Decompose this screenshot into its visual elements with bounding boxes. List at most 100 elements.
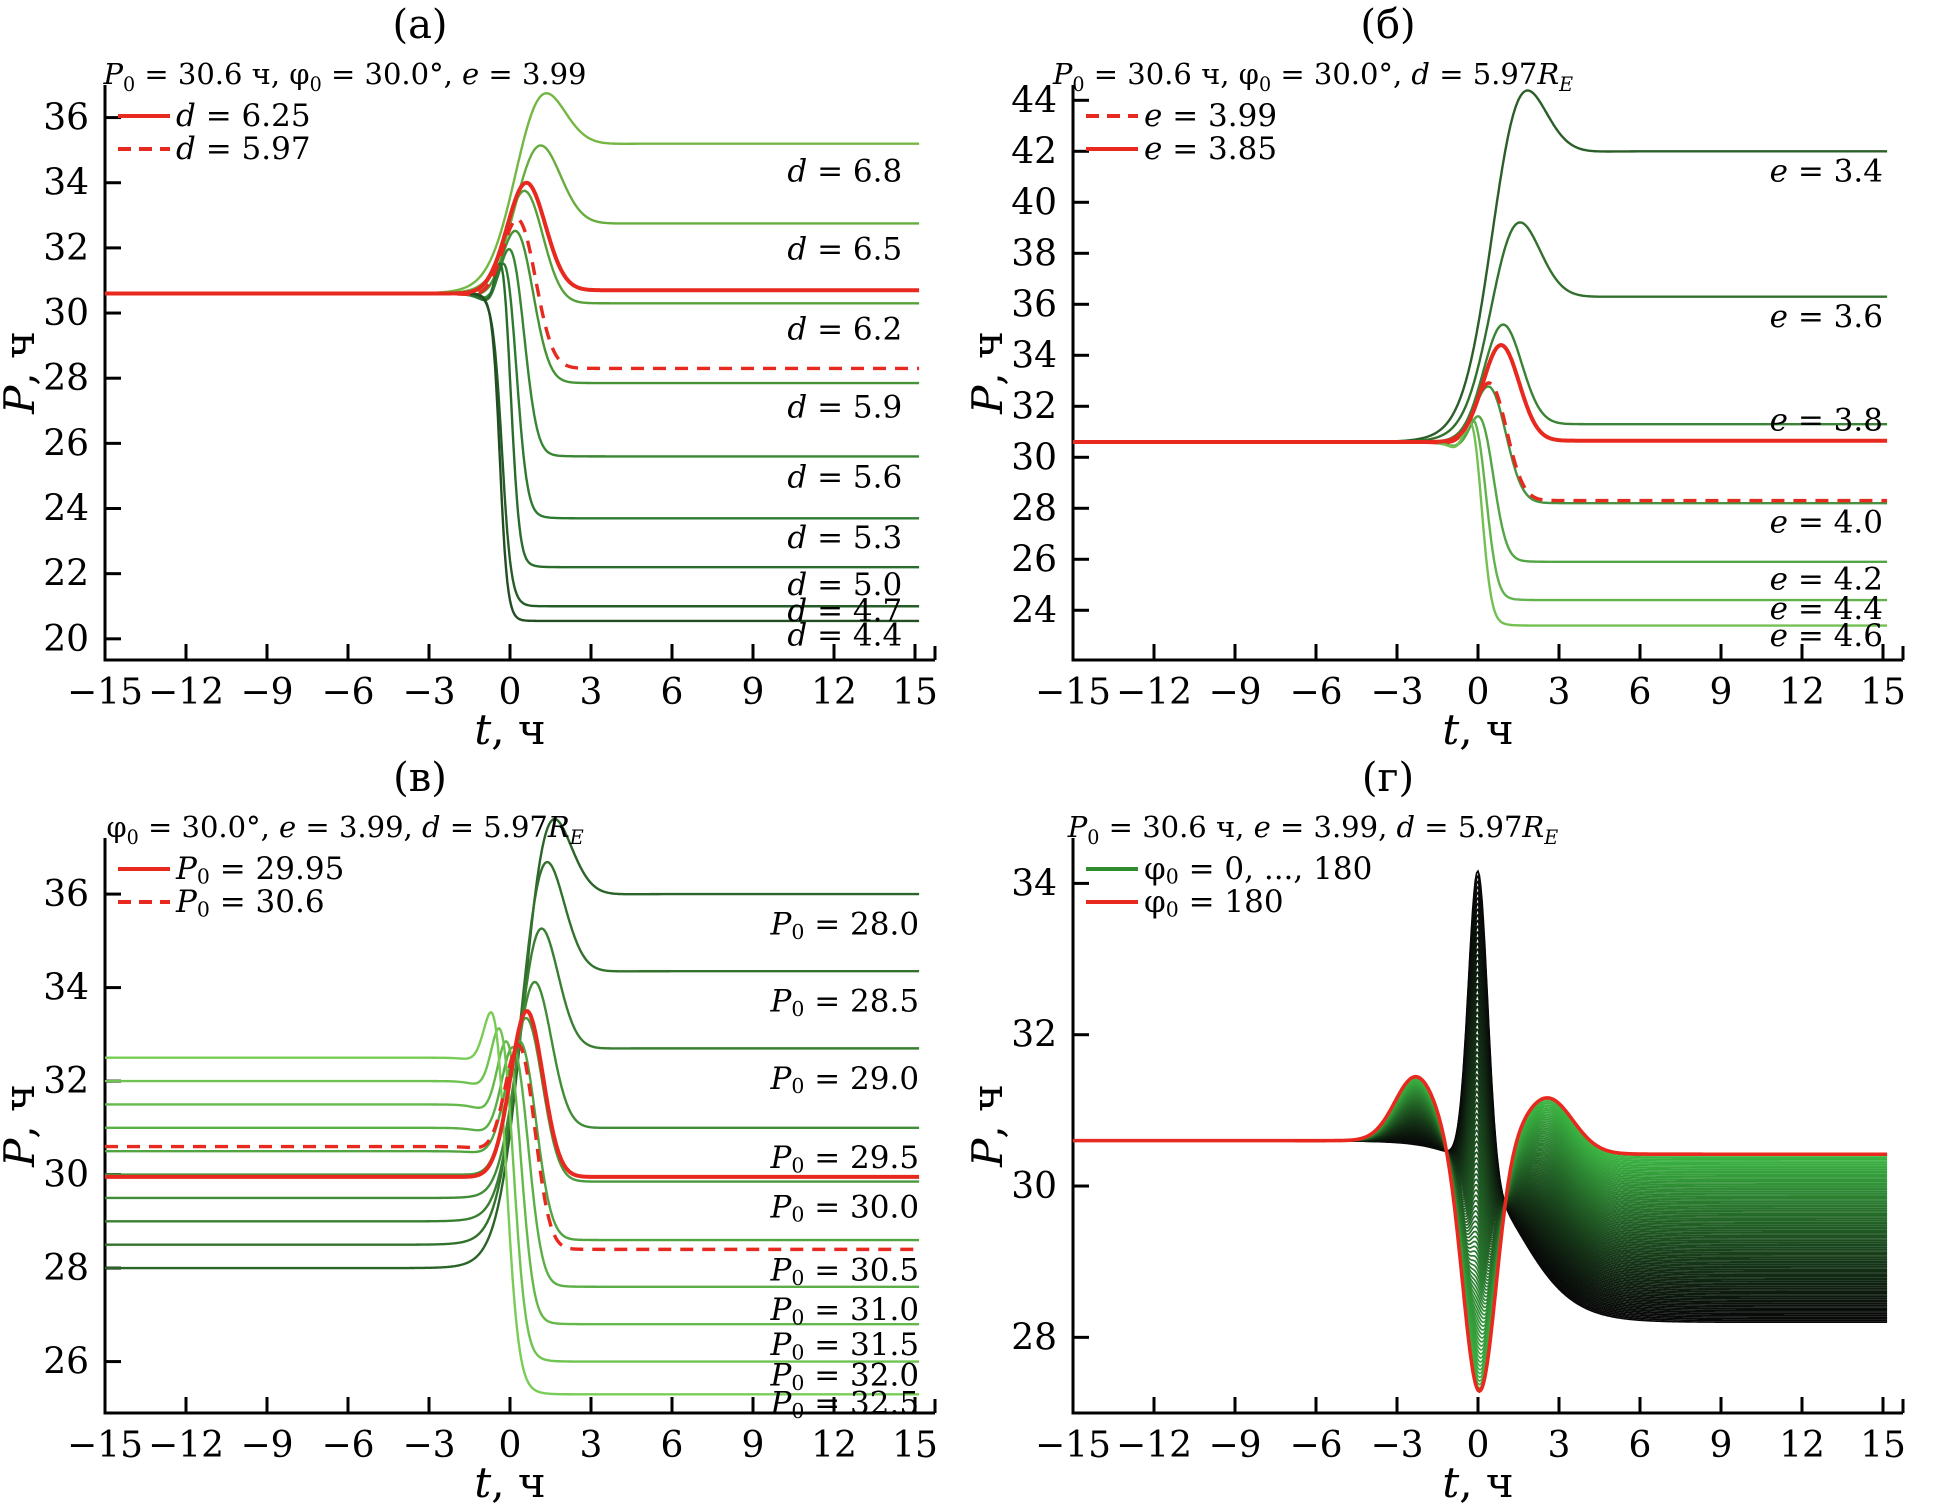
curve-label: P0 = 32.5 xyxy=(770,1386,920,1423)
curve-label: d = 5.0 xyxy=(787,567,902,603)
x-tick-label: 6 xyxy=(661,672,684,713)
y-tick-label: 26 xyxy=(43,423,89,464)
x-tick-label: −3 xyxy=(1370,1425,1423,1466)
curve-label: d = 4.7 xyxy=(787,593,902,629)
x-tick-label: 6 xyxy=(1629,1425,1652,1466)
curve-label: d = 5.9 xyxy=(787,390,902,426)
x-tick-label: −9 xyxy=(1208,1425,1261,1466)
legend-label: e = 3.85 xyxy=(1144,131,1277,167)
x-tick-label: 15 xyxy=(1860,1425,1906,1466)
panel-letter: (а) xyxy=(392,2,447,48)
y-tick-label: 34 xyxy=(1011,863,1057,904)
y-tick-label: 34 xyxy=(1011,335,1057,376)
curve-label: P0 = 31.0 xyxy=(770,1292,920,1329)
curve-label: d = 6.2 xyxy=(787,311,902,347)
x-tick-label: −6 xyxy=(321,1425,374,1466)
y-tick-label: 26 xyxy=(43,1341,89,1382)
x-axis-label: t, ч xyxy=(1442,705,1513,752)
y-axis-label: P, ч xyxy=(0,1084,44,1168)
y-tick-label: 20 xyxy=(43,618,89,659)
x-tick-label: 12 xyxy=(1779,672,1825,713)
x-tick-label: −15 xyxy=(1035,672,1111,713)
x-tick-label: 0 xyxy=(499,672,522,713)
panel-b: 24 26 28 30 32 34 36 38 40 42 44 −15 −12 −9 −6 −3 0 3 6 9 12… xyxy=(968,0,1935,752)
y-tick-label: 22 xyxy=(43,553,89,594)
envelope-curve-phi-180 xyxy=(1073,1074,1888,1394)
x-tick-label: 15 xyxy=(892,672,938,713)
curve-label: e = 4.2 xyxy=(1770,562,1883,598)
curve-label: P0 = 29.0 xyxy=(770,1061,920,1098)
panel-title: P0 = 30.6 ч, φ0 = 30.0°, d = 5.97RE xyxy=(1052,57,1573,96)
y-axis-label: P, ч xyxy=(968,331,1012,415)
y-tick-label: 30 xyxy=(43,293,89,334)
y-tick-label: 24 xyxy=(43,488,89,529)
x-tick-label: 15 xyxy=(1860,672,1906,713)
y-tick-label: 32 xyxy=(1011,386,1057,427)
y-tick-label: 38 xyxy=(1011,233,1057,274)
curve-P-0-29.5 xyxy=(105,980,920,1200)
curve-label: P0 = 29.5 xyxy=(770,1140,920,1177)
legend-label: φ0 = 180 xyxy=(1144,884,1284,921)
x-tick-label: −3 xyxy=(402,672,455,713)
y-tick-label: 30 xyxy=(1011,437,1057,478)
x-tick-label: 12 xyxy=(811,1425,857,1466)
x-tick-label: 3 xyxy=(1548,1425,1571,1466)
x-tick-label: 6 xyxy=(661,1425,684,1466)
panel-a: 20 22 24 26 28 30 32 34 36 −15 −12 −9 −6 −3 0 3 6 9 12 15 d … xyxy=(0,0,967,752)
x-tick-label: −9 xyxy=(240,1425,293,1466)
curve-label: e = 4.4 xyxy=(1770,591,1883,627)
y-tick-label: 28 xyxy=(1011,488,1057,529)
curve-label: P0 = 32.0 xyxy=(770,1358,920,1395)
y-tick-label: 34 xyxy=(43,162,89,203)
panel-v: 26 28 30 32 34 36 −15 −12 −9 −6 −3 0 3 6 9 12 15 P0 = 28.… xyxy=(0,753,967,1505)
curve-label: P0 = 28.0 xyxy=(770,906,920,943)
x-tick-label: 15 xyxy=(892,1425,938,1466)
y-tick-label: 26 xyxy=(1011,539,1057,580)
y-tick-label: 32 xyxy=(43,1061,89,1102)
y-tick-label: 42 xyxy=(1011,131,1057,172)
y-tick-label: 28 xyxy=(43,1248,89,1289)
y-axis-label: P, ч xyxy=(0,331,44,415)
curve-label: P0 = 30.0 xyxy=(770,1189,920,1226)
panel-letter: (г) xyxy=(1362,755,1414,801)
curve-e-3.8 xyxy=(1073,323,1888,444)
y-tick-label: 36 xyxy=(1011,284,1057,325)
curve-label: e = 4.6 xyxy=(1770,618,1883,654)
legend-label: φ0 = 0, ..., 180 xyxy=(1144,851,1372,888)
curve-label: e = 4.0 xyxy=(1770,504,1883,540)
x-tick-label: 3 xyxy=(1548,672,1571,713)
x-tick-label: −15 xyxy=(67,672,143,713)
y-tick-label: 28 xyxy=(1011,1317,1057,1358)
y-tick-label: 40 xyxy=(1011,182,1057,223)
x-tick-label: 0 xyxy=(1467,672,1490,713)
curve-label: e = 3.4 xyxy=(1770,154,1883,190)
curve-e-3.99 xyxy=(1073,381,1888,503)
legend-label: d = 5.97 xyxy=(176,131,311,167)
x-tick-label: 12 xyxy=(811,672,857,713)
x-tick-label: 9 xyxy=(1710,672,1733,713)
curve-P-0-30.6 xyxy=(105,1043,920,1252)
curve-e-3.6 xyxy=(1073,221,1888,444)
x-tick-label: 0 xyxy=(499,1425,522,1466)
curve-label: d = 4.4 xyxy=(787,618,902,654)
x-tick-label: 6 xyxy=(1629,672,1652,713)
y-tick-label: 32 xyxy=(1011,1014,1057,1055)
legend-label: d = 6.25 xyxy=(176,98,311,134)
curve-label: d = 6.5 xyxy=(787,232,902,268)
y-tick-label: 34 xyxy=(43,967,89,1008)
legend-label: P0 = 29.95 xyxy=(175,851,344,888)
x-tick-label: −9 xyxy=(1208,672,1261,713)
panel-title: φ0 = 30.0°, e = 3.99, d = 5.97RE xyxy=(106,810,583,849)
x-tick-label: −12 xyxy=(148,1425,224,1466)
y-tick-label: 36 xyxy=(43,97,89,138)
x-tick-label: −3 xyxy=(402,1425,455,1466)
y-tick-label: 28 xyxy=(43,358,89,399)
y-tick-label: 30 xyxy=(1011,1166,1057,1207)
y-tick-label: 32 xyxy=(43,227,89,268)
x-tick-label: 3 xyxy=(580,1425,603,1466)
curve-label: d = 5.3 xyxy=(787,520,902,556)
x-axis-label: t, ч xyxy=(474,705,545,752)
x-tick-label: −15 xyxy=(67,1425,143,1466)
legend-label: e = 3.99 xyxy=(1144,98,1277,134)
